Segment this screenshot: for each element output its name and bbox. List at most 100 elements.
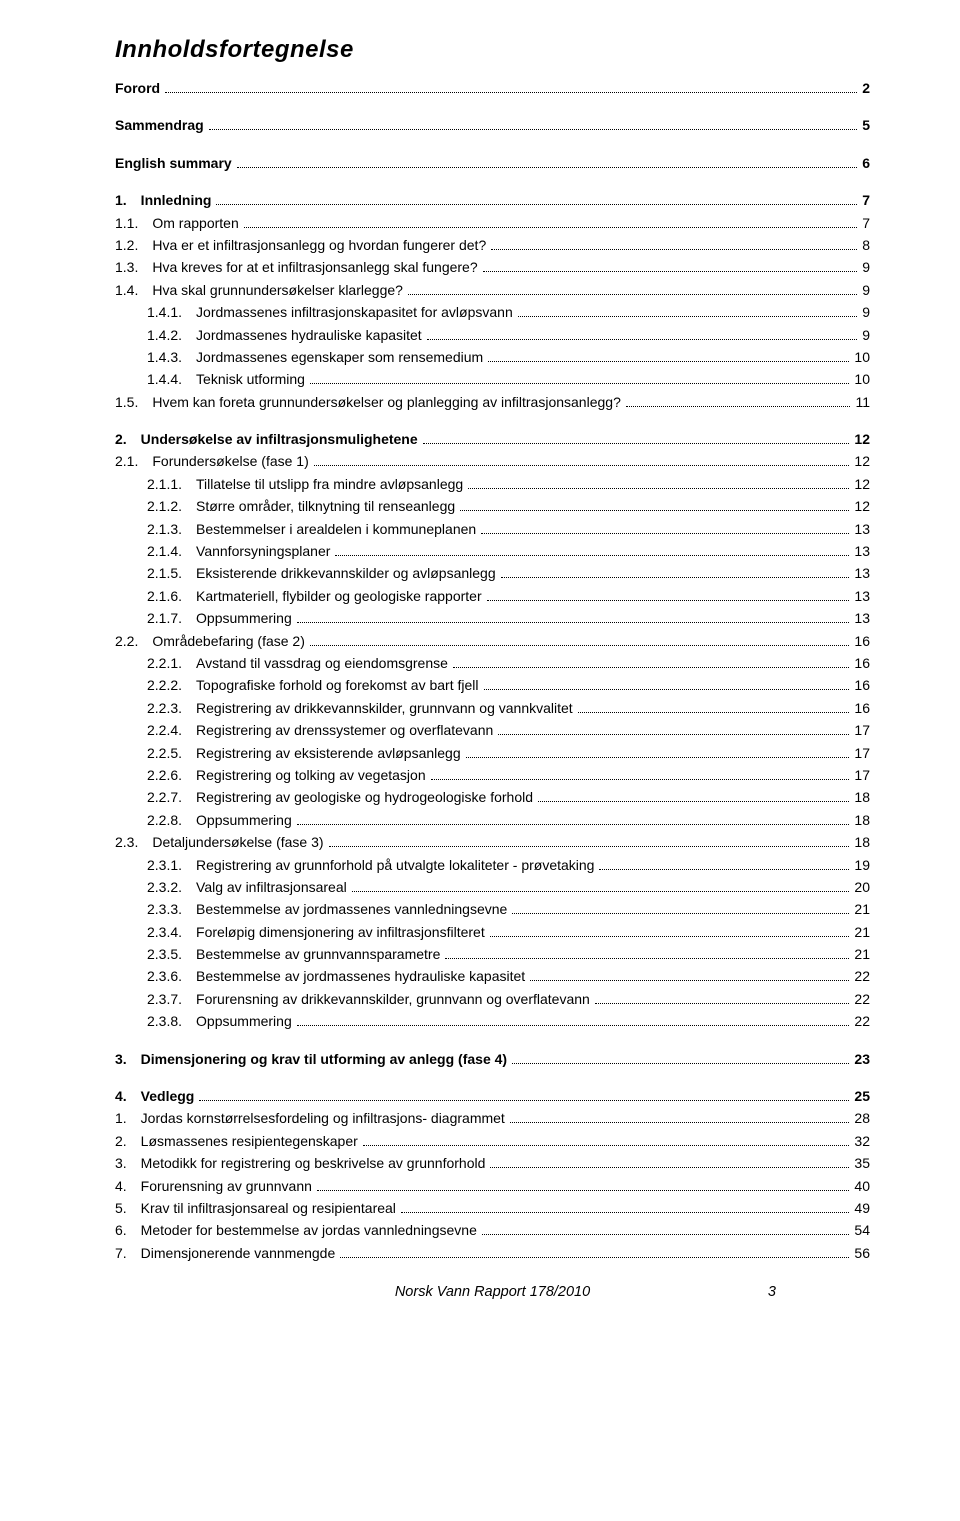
toc-page-number: 11 [852,392,870,413]
toc-label: 2.2. Områdebefaring (fase 2) [115,631,308,652]
toc-line: 2.2.3. Registrering av drikkevannskilder… [115,698,870,719]
toc-page-number: 54 [851,1220,870,1241]
toc-leader-dots [199,1100,849,1101]
toc-leader-dots [484,689,850,690]
toc-line: 2.1.2. Større områder, tilknytning til r… [115,496,870,517]
toc-page-number: 10 [851,347,870,368]
toc-label: 2.1.1. Tillatelse til utslipp fra mindre… [147,474,466,495]
toc-line: 2.3.6. Bestemmelse av jordmassenes hydra… [115,966,870,987]
toc-leader-dots [501,577,850,578]
toc-page-number: 32 [851,1131,870,1152]
toc-leader-dots [578,712,850,713]
toc-leader-dots [329,846,850,847]
toc-line: 2.3.1. Registrering av grunnforhold på u… [115,855,870,876]
toc-leader-dots [491,249,857,250]
toc-page-number: 25 [851,1086,870,1107]
toc-line: 2.3.5. Bestemmelse av grunnvannsparametr… [115,944,870,965]
toc-label: 2.3.6. Bestemmelse av jordmassenes hydra… [147,966,528,987]
toc-leader-dots [599,869,849,870]
toc-label: 6. Metoder for bestemmelse av jordas van… [115,1220,480,1241]
toc-line: 7. Dimensjonerende vannmengde 56 [115,1243,870,1264]
toc-label: Forord [115,78,163,99]
toc-line: 1.4.1. Jordmassenes infiltrasjonskapasit… [115,302,870,323]
toc-line: 1.4.2. Jordmassenes hydrauliske kapasite… [115,325,870,346]
toc-page-number: 18 [851,787,870,808]
toc-line: 1.4. Hva skal grunnundersøkelser klarleg… [115,280,870,301]
footer-text: Norsk Vann Rapport 178/2010 [395,1284,590,1300]
toc-leader-dots [297,1025,850,1026]
toc-label: 2.1.6. Kartmateriell, flybilder og geolo… [147,586,485,607]
toc-leader-dots [445,958,849,959]
toc-label: 4. Vedlegg [115,1086,197,1107]
toc-page-number: 21 [851,922,870,943]
toc-leader-dots [314,465,850,466]
footer: Norsk Vann Rapport 178/2010 3 [115,1284,870,1300]
toc-page-number: 22 [851,966,870,987]
toc-label: 1.5. Hvem kan foreta grunnundersøkelser … [115,392,624,413]
toc-line: Forord2 [115,78,870,99]
toc-page-number: 13 [851,608,870,629]
toc-label: 2.3.3. Bestemmelse av jordmassenes vannl… [147,899,510,920]
toc-label: 2.2.6. Registrering og tolking av vegeta… [147,765,429,786]
toc-leader-dots [335,555,849,556]
toc-page-number: 56 [851,1243,870,1264]
toc-line: English summary6 [115,153,870,174]
toc-leader-dots [340,1257,849,1258]
toc-label: 2.1.7. Oppsummering [147,608,295,629]
toc-label: 2.3.2. Valg av infiltrasjonsareal [147,877,350,898]
toc-page-number: 12 [851,474,870,495]
toc-line: 1.4.3. Jordmassenes egenskaper som rense… [115,347,870,368]
toc-leader-dots [401,1212,850,1213]
toc-leader-dots [408,294,857,295]
toc-label: 2.2.8. Oppsummering [147,810,295,831]
toc-leader-dots [488,361,849,362]
toc-label: 2.2.5. Registrering av eksisterende avlø… [147,743,464,764]
toc-leader-dots [512,913,849,914]
toc-page-number: 28 [851,1108,870,1129]
toc-label: 3. Metodikk for registrering og beskrive… [115,1153,488,1174]
toc-line: 1.5. Hvem kan foreta grunnundersøkelser … [115,392,870,413]
toc-leader-dots [297,824,850,825]
toc-line: 2.2.7. Registrering av geologiske og hyd… [115,787,870,808]
toc-leader-dots [209,129,858,130]
toc-label: 7. Dimensjonerende vannmengde [115,1243,338,1264]
toc-leader-dots [165,92,857,93]
toc-leader-dots [530,980,849,981]
toc-title: Innholdsfortegnelse [115,36,870,64]
toc-line: 2.2.8. Oppsummering18 [115,810,870,831]
toc-page-number: 9 [859,257,870,278]
toc-label: 1.4. Hva skal grunnundersøkelser klarleg… [115,280,406,301]
toc-leader-dots [310,645,850,646]
toc-leader-dots [297,622,850,623]
toc-line: 1.4.4. Teknisk utforming10 [115,369,870,390]
toc-line: 1. Jordas kornstørrelsesfordeling og inf… [115,1108,870,1129]
toc-line: 2.2.5. Registrering av eksisterende avlø… [115,743,870,764]
toc-label: 2.3.8. Oppsummering [147,1011,295,1032]
toc-page-number: 13 [851,519,870,540]
toc-leader-dots [483,271,858,272]
toc-leader-dots [216,204,857,205]
toc-label: 2.3.1. Registrering av grunnforhold på u… [147,855,597,876]
toc-label: 2.2.2. Topografiske forhold og forekomst… [147,675,482,696]
toc-page-number: 7 [859,213,870,234]
toc-line: 2.1.7. Oppsummering 13 [115,608,870,629]
toc-label: 2.1.3. Bestemmelser i arealdelen i kommu… [147,519,479,540]
toc-label: 2.1.5. Eksisterende drikkevannskilder og… [147,563,499,584]
toc-label: 1.4.3. Jordmassenes egenskaper som rense… [147,347,486,368]
toc-page-number: 13 [851,563,870,584]
toc-label: 2.1.2. Større områder, tilknytning til r… [147,496,458,517]
toc-page-number: 6 [859,153,870,174]
toc-gap [115,100,870,115]
toc-page-number: 16 [851,631,870,652]
toc-gap [115,1034,870,1049]
toc-line: 2.1.1. Tillatelse til utslipp fra mindre… [115,474,870,495]
toc-line: 1.3. Hva kreves for at et infiltrasjonsa… [115,257,870,278]
toc-line: 4. Forurensning av grunnvann40 [115,1176,870,1197]
toc-page-number: 23 [851,1049,870,1070]
toc-leader-dots [431,779,850,780]
toc-page-number: 12 [851,429,870,450]
toc-page-number: 7 [859,190,870,211]
toc-page-number: 21 [851,944,870,965]
toc-leader-dots [626,406,851,407]
toc-label: 1.1. Om rapporten [115,213,242,234]
